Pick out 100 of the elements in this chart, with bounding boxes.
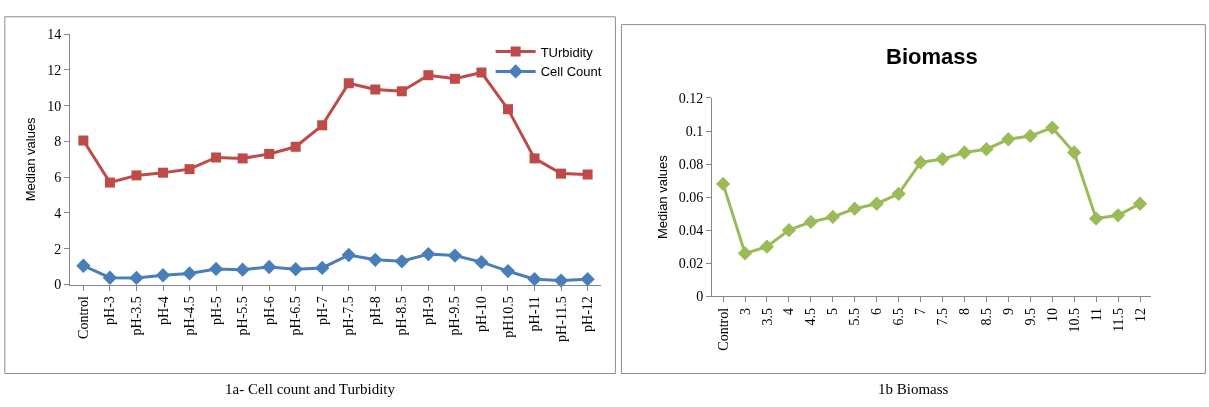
point [76, 258, 91, 273]
point [78, 135, 89, 146]
x-tick-label: 5 [825, 307, 841, 315]
x-tick-label: pH-9 [420, 296, 436, 325]
point [396, 86, 407, 97]
y-tick-label: 0.04 [678, 223, 704, 239]
point [211, 152, 222, 163]
x-tick-label: Control [715, 307, 731, 351]
point [1067, 145, 1082, 160]
point [102, 270, 118, 285]
point [527, 272, 542, 287]
y-tick-label: 0.1 [685, 123, 704, 139]
x-tick-label: 5.5 [847, 307, 863, 326]
y-tick-label: 8 [54, 134, 62, 150]
x-tick-label: pH-7 [314, 296, 330, 325]
point [129, 270, 144, 286]
chart-title: Biomass [886, 44, 978, 69]
point [447, 248, 463, 263]
point [582, 169, 593, 180]
point [825, 209, 840, 225]
legend-label: Cell Count [540, 64, 602, 80]
x-tick-label: 9.5 [1022, 307, 1038, 326]
point [1001, 132, 1016, 147]
point [370, 84, 381, 95]
x-tick-label: pH-3 [102, 296, 118, 325]
point [421, 246, 436, 262]
x-tick-label: pH-10 [474, 296, 489, 332]
y-tick-label: 0.02 [678, 256, 704, 272]
y-tick-label: 4 [54, 205, 62, 221]
y-tick-label: 0 [696, 289, 704, 305]
point [262, 259, 277, 275]
point [155, 268, 171, 283]
point [104, 177, 115, 188]
y-tick-label: 2 [54, 241, 62, 257]
point [368, 252, 383, 267]
point [500, 263, 516, 279]
point [803, 214, 818, 230]
x-tick-label: 8.5 [978, 307, 994, 326]
y-tick-label: 6 [54, 170, 62, 186]
x-tick-label: pH-5.5 [235, 296, 251, 336]
x-tick-label: 10 [1044, 307, 1060, 322]
x-tick-label: pH-4 [155, 296, 171, 325]
legend-label: TUrbidity [540, 44, 594, 60]
point [235, 262, 250, 277]
x-tick-label: 9 [1000, 307, 1016, 315]
point [237, 153, 248, 164]
point [290, 141, 301, 152]
point [423, 70, 434, 81]
y-tick-label: 0.08 [678, 156, 704, 172]
point [343, 78, 354, 89]
point [891, 186, 906, 201]
point [781, 223, 797, 238]
point [1045, 120, 1060, 135]
point [1110, 208, 1126, 223]
point [317, 120, 328, 131]
x-tick-label: 11 [1088, 307, 1104, 322]
text: 1b Biomass [878, 381, 949, 397]
point [556, 168, 567, 179]
point [913, 155, 928, 170]
point [1023, 128, 1038, 144]
text: 1a- Cell count and Turbidity [225, 381, 396, 397]
y-axis-title: Median values [654, 154, 670, 240]
x-tick-label: pH-4.5 [182, 296, 198, 336]
y-axis-title: Median values [23, 116, 39, 202]
x-tick-label: pH-8 [367, 296, 383, 325]
x-tick-label: 7 [913, 307, 929, 315]
point [869, 196, 884, 211]
point [474, 255, 489, 270]
x-tick-label: 6.5 [891, 307, 907, 326]
x-tick-label: pH-9.5 [447, 296, 463, 336]
x-tick-label: pH-12 [580, 296, 596, 332]
x-tick-label: pH-3.5 [129, 296, 145, 336]
point [502, 104, 513, 115]
point [935, 151, 950, 167]
point [182, 266, 197, 281]
point [715, 176, 731, 192]
x-tick-label: 6 [869, 307, 885, 315]
x-tick-label: pH-6.5 [288, 296, 304, 336]
point [957, 145, 972, 160]
x-tick-label: 8 [957, 307, 972, 315]
point [847, 201, 862, 216]
y-tick-label: 0.12 [678, 90, 704, 106]
point [1088, 211, 1104, 226]
point [580, 272, 595, 287]
x-tick-label: pH-5 [208, 296, 224, 325]
point [264, 148, 275, 159]
x-tick-label: pH-7.5 [341, 296, 357, 336]
y-tick-label: 0.06 [678, 190, 704, 206]
point [158, 167, 168, 178]
x-tick-label: pH10.5 [500, 296, 516, 338]
x-tick-label: pH-8.5 [394, 296, 410, 336]
point [759, 239, 775, 254]
point [184, 164, 195, 175]
point [131, 170, 142, 181]
x-tick-label: pH-11.5 [553, 296, 569, 342]
x-tick-label: 12 [1132, 307, 1148, 322]
point [208, 261, 224, 277]
x-tick-label: pH-6 [261, 296, 277, 325]
point [394, 254, 409, 269]
y-tick-label: 12 [47, 62, 62, 78]
